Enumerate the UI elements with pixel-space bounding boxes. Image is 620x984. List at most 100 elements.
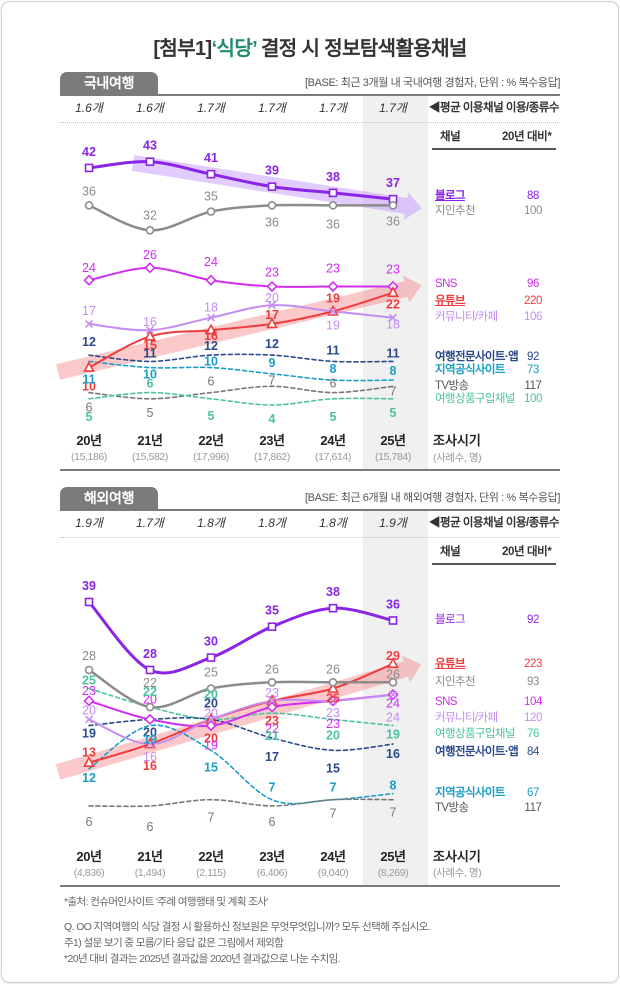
series-line-지역공식사이트 [88,360,394,382]
legend-item-sns: SNS [435,696,457,708]
x-tick-label: 22년 [198,849,224,864]
marker-유튜브 [387,657,399,669]
marker-커뮤니티-카페 [206,715,216,724]
marker-커뮤니티-카페 [206,313,216,322]
legend-header-ratio-overseas: 20년 대비* [502,546,552,558]
avg-channels-value: 1.8개 [258,516,286,530]
legend-rule-domestic [432,148,556,150]
legend-vs2020-지인추천: 93 [527,676,539,688]
marker-유튜브 [83,360,95,372]
marker-지인추천 [84,201,94,210]
marker-지인추천 [388,201,398,210]
data-label-여행상품구입채널: 5 [330,410,337,424]
x-tick-label: 20년 [76,849,102,864]
xlabel-overseas: 조사시기 [433,849,481,864]
marker-블로그 [267,622,277,632]
marker-지인추천 [145,226,155,235]
marker-블로그 [328,603,338,613]
data-label-여행전문사이트-앱: 20 [204,696,218,710]
data-label-tv방송: 6 [208,375,215,389]
data-label-블로그: 38 [326,170,340,184]
data-label-여행상품구입채널: 20 [204,687,218,701]
data-label-sns: 23 [265,266,279,280]
data-label-여행전문사이트-앱: 17 [265,750,279,764]
page-title: [첨부1]‘식당’ 결정 시 정보탐색활용채널 [0,32,620,61]
data-label-커뮤니티-카페: 16 [143,750,157,764]
data-label-tv방송: 7 [208,811,215,825]
data-label-tv방송: 7 [269,373,276,387]
legend-item-지인추천: 지인추천 [435,205,476,217]
data-label-지인추천: 25 [204,666,218,680]
avg-channels-value: 1.8개 [319,516,347,530]
legend-item-지역공식사이트: 지역공식사이트 [435,787,505,799]
data-label-여행상품구입채널: 6 [147,377,154,391]
data-label-유튜브: 16 [143,759,157,773]
data-label-커뮤니티-카페: 23 [265,686,279,700]
data-label-tv방송: 7 [330,807,337,821]
data-label-sns: 20 [143,692,157,706]
data-label-여행전문사이트-앱: 20 [143,725,157,739]
data-label-블로그: 39 [82,579,96,593]
marker-커뮤니티-카페 [388,313,398,322]
legend-item-유튜브: 유튜브 [435,658,466,670]
dotted-divider-domestic [60,122,560,123]
x-tick-label: 24년 [320,433,346,448]
marker-지인추천 [328,201,338,210]
legend-item-tv방송: TV방송 [435,802,469,814]
data-label-여행전문사이트-앱: 19 [82,727,96,741]
data-label-sns: 24 [82,261,96,275]
data-label-유튜브: 17 [265,308,279,322]
data-label-여행전문사이트-앱: 11 [326,343,339,357]
x-tick-label: 20년 [76,433,102,448]
data-label-커뮤니티-카페: 19 [326,318,340,332]
data-label-유튜브: 23 [265,714,279,728]
data-label-여행전문사이트-앱: 11 [386,346,399,360]
legend-vs2020-커뮤니티-카페: 120 [524,712,542,724]
series-line-tv방송 [88,798,394,808]
avg-channels-value: 1.7개 [197,101,225,115]
data-label-블로그: 36 [386,598,400,612]
avg-label-overseas: ◀평균 이용채널 이용/종류수 [429,517,559,529]
data-label-커뮤니티-카페: 18 [204,301,218,315]
sample-label-overseas: (사례수, 명) [433,867,482,879]
marker-sns [266,280,278,293]
x-tick-label: 21년 [137,849,163,864]
data-label-tv방송: 5 [147,406,154,420]
marker-커뮤니티-카페 [328,307,338,316]
data-label-지역공식사이트: 7 [269,781,276,795]
marker-커뮤니티-카페 [267,696,277,705]
data-label-블로그: 38 [326,585,340,599]
footer-note-1: 주1) 설문 보기 중 모름/기타 응답 값은 그림에서 제외함 [64,937,284,949]
legend-vs2020-tv방송: 117 [524,380,542,392]
avg-channels-value: 1.6개 [136,101,164,115]
sample-size-label: (17,614) [315,451,351,463]
tab-domestic: 국내여행 [60,72,158,94]
sample-size-label: (1,494) [134,867,166,879]
series-line-유튜브 [88,291,394,369]
sample-size-label: (6,406) [256,867,288,879]
marker-유튜브 [266,317,278,329]
title-highlight: ‘식당’ [211,38,258,60]
legend-item-여행전문사이트-앱: 여행전문사이트·앱 [435,746,519,758]
data-label-커뮤니티-카페: 20 [265,291,279,305]
data-label-지인추천: 26 [386,667,400,681]
legend-item-블로그: 블로그 [435,190,466,202]
avg-channels-value: 1.7개 [379,101,407,115]
data-label-여행전문사이트-앱: 12 [265,337,279,351]
data-label-지역공식사이트: 9 [269,356,276,370]
marker-커뮤니티-카페 [145,326,155,335]
marker-지인추천 [328,678,338,687]
legend-item-블로그: 블로그 [435,614,466,626]
base-note-domestic: [BASE: 최근 3개월 내 국내여행 경험자, 단위 : % 복수응답] [305,77,560,89]
marker-sns [327,280,339,293]
data-label-블로그: 37 [386,176,400,190]
footer-question: Q. OO 지역여행의 식당 결정 시 활용하신 정보원은 무엇무엇입니까? 모… [64,921,431,933]
marker-지인추천 [267,678,277,687]
marker-커뮤니티-카페 [145,740,155,749]
sample-size-label: (17,862) [254,451,290,463]
avg-label-domestic: ◀평균 이용채널 이용/종류수 [429,102,559,114]
data-label-여행상품구입채널: 21 [265,729,279,743]
data-label-지역공식사이트: 7 [330,781,337,795]
marker-지인추천 [84,665,94,675]
